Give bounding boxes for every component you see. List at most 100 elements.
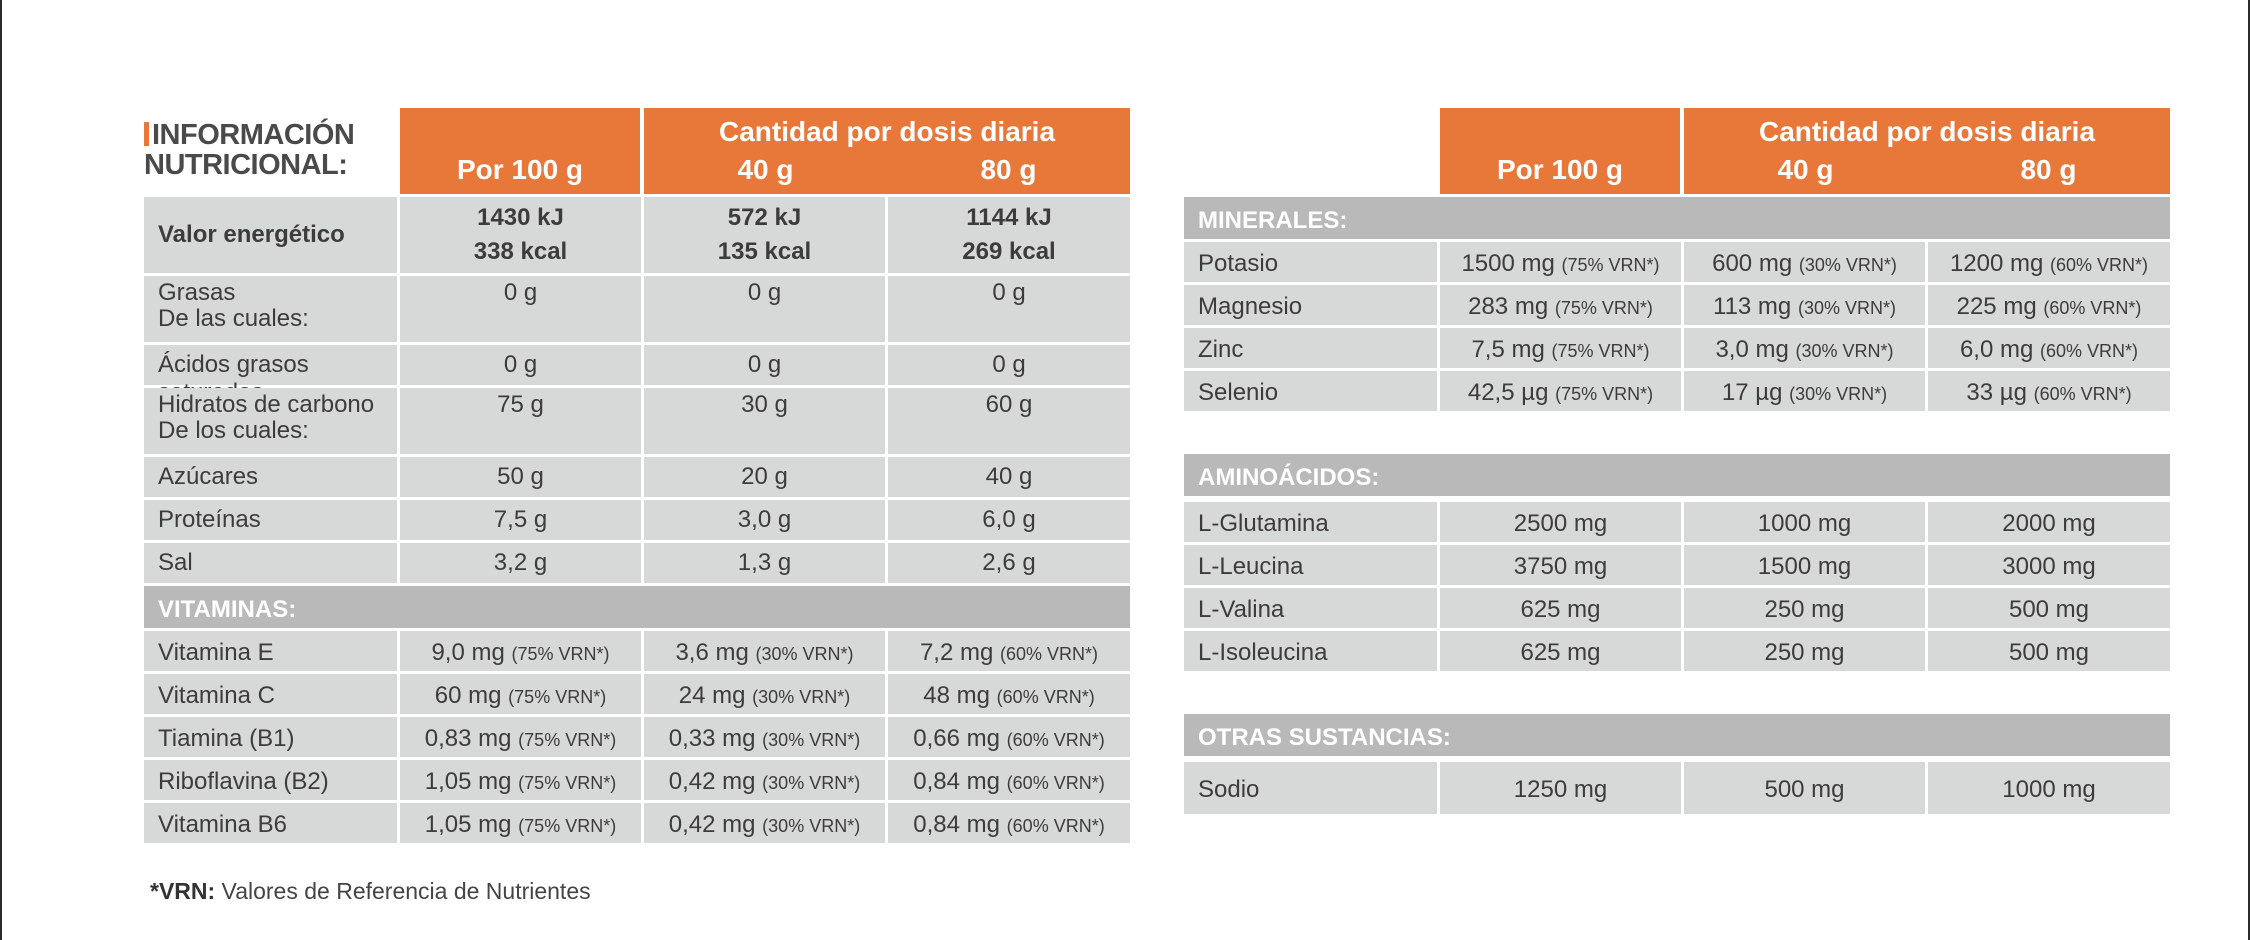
table-row: L-Leucina 3750 mg 1500 mg 3000 mg: [1184, 545, 2170, 585]
table-row: Hidratos de carbono De los cuales: 75 g 3…: [144, 388, 1130, 454]
section-header-aminoacidos: AMINOÁCIDOS:: [1184, 454, 2170, 496]
value-per100: 3,2 g: [400, 543, 641, 583]
value-per100: 3750 mg: [1440, 545, 1681, 585]
header-daily: Cantidad por dosis diaria 40 g 80 g: [644, 108, 1130, 194]
value-per100: 625 mg: [1440, 588, 1681, 628]
value-per100: 60 mg (75% VRN*): [400, 674, 641, 714]
table-row: Tiamina (B1) 0,83 mg (75% VRN*) 0,33 mg (3…: [144, 717, 1130, 757]
table-row: Proteínas 7,5 g 3,0 g 6,0 g: [144, 500, 1130, 540]
nutrition-table-right: Por 100 g Cantidad por dosis diaria 40 g…: [1184, 108, 2170, 814]
row-label: Riboflavina (B2): [144, 760, 397, 800]
value-80g: 1144 kJ 269 kcal: [888, 197, 1130, 273]
header-80g: 80 g: [980, 154, 1037, 185]
row-label: Potasio: [1184, 242, 1437, 282]
header-40g: 40 g: [1777, 154, 1834, 185]
header-per100: Por 100 g: [1440, 108, 1680, 194]
value-80g: 0 g: [888, 276, 1130, 342]
value-80g: 500 mg: [1928, 631, 2170, 671]
row-label: Azúcares: [144, 457, 397, 497]
header-per100: Por 100 g: [400, 108, 640, 194]
row-label: Tiamina (B1): [144, 717, 397, 757]
header-40g: 40 g: [737, 154, 794, 185]
section-header-otras-sustancias: OTRAS SUSTANCIAS:: [1184, 714, 2170, 756]
footnote-text: Valores de Referencia de Nutrientes: [215, 878, 591, 904]
value-80g: 0,84 mg (60% VRN*): [888, 803, 1130, 843]
row-label: Vitamina C: [144, 674, 397, 714]
value-80g: 1000 mg: [1928, 762, 2170, 814]
value-per100: 1500 mg (75% VRN*): [1440, 242, 1681, 282]
value-80g: 2,6 g: [888, 543, 1130, 583]
table-row: L-Valina 625 mg 250 mg 500 mg: [1184, 588, 2170, 628]
value-80g: 6,0 g: [888, 500, 1130, 540]
value-80g: 60 g: [888, 388, 1130, 454]
footnote-key: *VRN:: [150, 878, 216, 904]
value-per100: 625 mg: [1440, 631, 1681, 671]
value-per100: 1430 kJ 338 kcal: [400, 197, 641, 273]
row-label: Magnesio: [1184, 285, 1437, 325]
table-row: L-Isoleucina 625 mg 250 mg 500 mg: [1184, 631, 2170, 671]
value-per100: 0 g: [400, 276, 641, 342]
header-daily-label: Cantidad por dosis diaria: [718, 116, 1056, 147]
table-row: Zinc 7,5 mg (75% VRN*) 3,0 mg (30% VRN*) 6,…: [1184, 328, 2170, 368]
table-row: Vitamina C 60 mg (75% VRN*) 24 mg (30% VRN…: [144, 674, 1130, 714]
header-daily: Cantidad por dosis diaria 40 g 80 g: [1684, 108, 2170, 194]
row-label: Proteínas: [144, 500, 397, 540]
value-per100: 7,5 g: [400, 500, 641, 540]
table-row: Magnesio 283 mg (75% VRN*) 113 mg (30% VRN…: [1184, 285, 2170, 325]
value-40g: 0,33 mg (30% VRN*): [644, 717, 885, 757]
value-40g: 0,42 mg (30% VRN*): [644, 760, 885, 800]
value-80g: 0,66 mg (60% VRN*): [888, 717, 1130, 757]
value-80g: 3000 mg: [1928, 545, 2170, 585]
value-per100: 7,5 mg (75% VRN*): [1440, 328, 1681, 368]
value-80g: 40 g: [888, 457, 1130, 497]
value-40g: 0 g: [644, 276, 885, 342]
section-header-minerales: MINERALES:: [1184, 197, 2170, 239]
table-row: Grasas De las cuales: 0 g 0 g 0 g: [144, 276, 1130, 342]
header-per100-label: Por 100 g: [456, 154, 584, 185]
value-80g: 0,84 mg (60% VRN*): [888, 760, 1130, 800]
row-label: Vitamina E: [144, 631, 397, 671]
value-40g: 3,0 mg (30% VRN*): [1684, 328, 1925, 368]
row-label: Selenio: [1184, 371, 1437, 411]
section-header-vitaminas: VITAMINAS:: [144, 586, 1130, 628]
value-40g: 250 mg: [1684, 631, 1925, 671]
value-40g: 3,0 g: [644, 500, 885, 540]
table-row: L-Glutamina 2500 mg 1000 mg 2000 mg: [1184, 502, 2170, 542]
value-40g: 250 mg: [1684, 588, 1925, 628]
title-accent-bar: [144, 122, 149, 146]
title-line2: NUTRICIONAL:: [144, 149, 348, 181]
value-80g: 2000 mg: [1928, 502, 2170, 542]
header-per100-label: Por 100 g: [1496, 154, 1624, 185]
table-row: Selenio 42,5 µg (75% VRN*) 17 µg (30% VRN*…: [1184, 371, 2170, 411]
value-40g: 1000 mg: [1684, 502, 1925, 542]
value-80g: 33 µg (60% VRN*): [1928, 371, 2170, 411]
row-label: Valor energético: [144, 197, 397, 273]
table-row: Sal 3,2 g 1,3 g 2,6 g: [144, 543, 1130, 583]
value-40g: 0 g: [644, 345, 885, 385]
value-80g: 225 mg (60% VRN*): [1928, 285, 2170, 325]
row-label: Grasas De las cuales:: [144, 276, 397, 342]
row-label: L-Isoleucina: [1184, 631, 1437, 671]
value-80g: 0 g: [888, 345, 1130, 385]
table-row: Azúcares 50 g 20 g 40 g: [144, 457, 1130, 497]
row-label: Zinc: [1184, 328, 1437, 368]
row-label: L-Leucina: [1184, 545, 1437, 585]
row-label: L-Valina: [1184, 588, 1437, 628]
value-40g: 600 mg (30% VRN*): [1684, 242, 1925, 282]
table-title: INFORMACIÓN NUTRICIONAL:: [144, 120, 394, 180]
value-per100: 1,05 mg (75% VRN*): [400, 760, 641, 800]
value-40g: 1500 mg: [1684, 545, 1925, 585]
value-per100: 1250 mg: [1440, 762, 1681, 814]
table-row: Riboflavina (B2) 1,05 mg (75% VRN*) 0,42 m…: [144, 760, 1130, 800]
header-daily-label: Cantidad por dosis diaria: [1758, 116, 2096, 147]
value-per100: 2500 mg: [1440, 502, 1681, 542]
value-per100: 9,0 mg (75% VRN*): [400, 631, 641, 671]
value-40g: 572 kJ 135 kcal: [644, 197, 885, 273]
value-80g: 6,0 mg (60% VRN*): [1928, 328, 2170, 368]
nutrition-table-left: INFORMACIÓN NUTRICIONAL: Por 100 g Canti…: [144, 108, 1130, 843]
value-40g: 17 µg (30% VRN*): [1684, 371, 1925, 411]
table-row: Potasio 1500 mg (75% VRN*) 600 mg (30% VRN…: [1184, 242, 2170, 282]
table-header: Por 100 g Cantidad por dosis diaria 40 g…: [1184, 108, 2170, 194]
value-per100: 42,5 µg (75% VRN*): [1440, 371, 1681, 411]
